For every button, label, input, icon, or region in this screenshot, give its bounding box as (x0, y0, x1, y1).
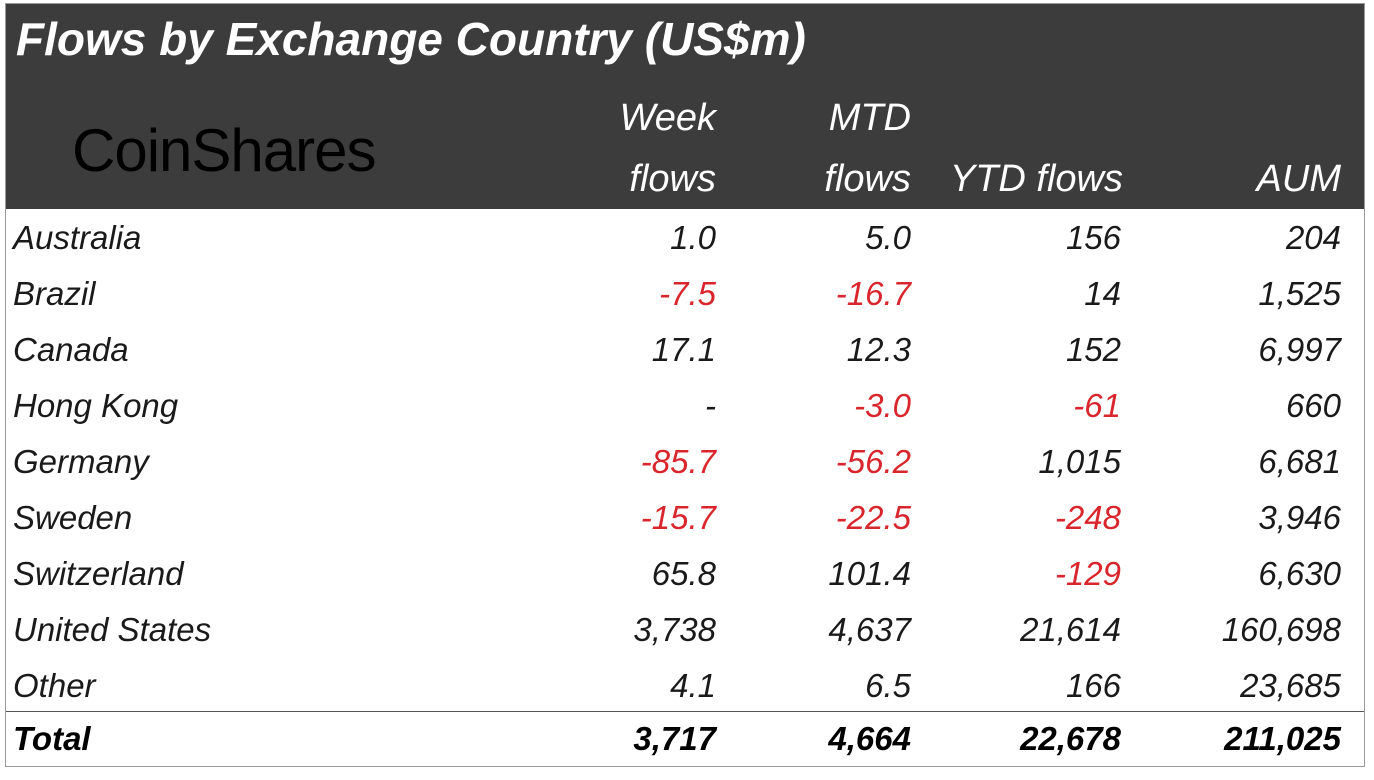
table-row: Hong Kong - -3.0 -61 660 (6, 378, 1364, 434)
week-flows-cell: 17.1 (651, 331, 716, 368)
table-title: Flows by Exchange Country (US$m) (16, 13, 806, 65)
ytd-header: YTD flows (949, 158, 1123, 200)
mtd-flows-cell: 12.3 (846, 331, 911, 368)
aum-cell: 6,630 (1258, 555, 1341, 592)
ytd-flows-cell: -129 (1054, 555, 1121, 592)
table-row: Canada 17.1 12.3 152 6,997 (6, 322, 1364, 378)
table-row: Brazil -7.5 -16.7 14 1,525 (6, 266, 1364, 322)
week-flows-cell: 65.8 (651, 555, 716, 592)
week-flows-cell: 3,738 (633, 611, 716, 648)
table-header: Flows by Exchange Country (US$m) CoinSha… (6, 4, 1364, 209)
country-name-cell: Sweden (13, 499, 133, 536)
coinshares-logo: CoinShares (72, 117, 377, 184)
country-name-cell: Canada (13, 331, 129, 368)
table-row: Germany -85.7 -56.2 1,015 6,681 (6, 434, 1364, 490)
ytd-flows-cell: -61 (1073, 387, 1121, 424)
country-name-cell: Hong Kong (13, 387, 179, 424)
mtd-header-line2: flows (824, 158, 911, 200)
total-week-flows: 3,717 (633, 720, 716, 757)
table-row: United States 3,738 4,637 21,614 160,698 (6, 602, 1364, 658)
ytd-flows-cell: 152 (1065, 331, 1121, 368)
ytd-flows-cell: 21,614 (1020, 611, 1121, 648)
week-header-line1: Week (619, 97, 716, 139)
aum-header: AUM (1256, 158, 1341, 200)
week-flows-cell: 4.1 (670, 667, 716, 704)
ytd-flows-cell: 166 (1065, 667, 1121, 704)
mtd-flows-cell: -16.7 (835, 275, 911, 312)
week-flows-cell: 1.0 (670, 219, 716, 256)
total-label: Total (13, 720, 91, 757)
aum-cell: 660 (1285, 387, 1341, 424)
aum-cell: 1,525 (1258, 275, 1341, 312)
aum-cell: 3,946 (1258, 499, 1341, 536)
aum-cell: 6,997 (1258, 331, 1341, 368)
ytd-flows-cell: 14 (1084, 275, 1121, 312)
country-name-cell: United States (13, 611, 212, 648)
country-name-cell: Australia (13, 219, 142, 256)
week-flows-cell: -15.7 (640, 499, 716, 536)
country-name-cell: Germany (13, 443, 149, 480)
mtd-flows-cell: -3.0 (854, 387, 911, 424)
country-name-cell: Other (13, 667, 96, 704)
country-name-cell: Brazil (13, 275, 96, 312)
ytd-flows-cell: 1,015 (1038, 443, 1121, 480)
week-flows-cell: - (705, 387, 716, 424)
mtd-flows-cell: 6.5 (865, 667, 911, 704)
mtd-flows-cell: -22.5 (835, 499, 911, 536)
mtd-flows-cell: 101.4 (828, 555, 911, 592)
table-body: Australia 1.0 5.0 156 204 Brazil -7.5 -16.7 14 1,… (6, 210, 1364, 714)
country-name-cell: Switzerland (13, 555, 184, 592)
total-mtd-flows: 4,664 (828, 720, 911, 757)
week-flows-cell: -85.7 (640, 443, 716, 480)
mtd-flows-cell: 5.0 (865, 219, 911, 256)
aum-cell: 204 (1285, 219, 1341, 256)
table-row: Switzerland 65.8 101.4 -129 6,630 (6, 546, 1364, 602)
week-header-line2: flows (629, 158, 716, 200)
total-aum: 211,025 (1224, 720, 1341, 757)
ytd-flows-cell: 156 (1065, 219, 1121, 256)
table-row: Australia 1.0 5.0 156 204 (6, 210, 1364, 266)
table-row: Sweden -15.7 -22.5 -248 3,946 (6, 490, 1364, 546)
flows-table: Flows by Exchange Country (US$m) CoinSha… (5, 3, 1365, 767)
table-row: Other 4.1 6.5 166 23,685 (6, 658, 1364, 714)
total-divider (6, 711, 1364, 712)
total-row: Total 3,717 4,664 22,678 211,025 (6, 713, 1364, 765)
ytd-flows-cell: -248 (1054, 499, 1121, 536)
aum-cell: 160,698 (1221, 611, 1341, 648)
week-flows-cell: -7.5 (659, 275, 716, 312)
total-ytd-flows: 22,678 (1020, 720, 1121, 757)
mtd-flows-cell: -56.2 (835, 443, 911, 480)
aum-cell: 23,685 (1240, 667, 1341, 704)
aum-cell: 6,681 (1258, 443, 1341, 480)
mtd-header-line1: MTD (828, 97, 911, 139)
mtd-flows-cell: 4,637 (828, 611, 911, 648)
